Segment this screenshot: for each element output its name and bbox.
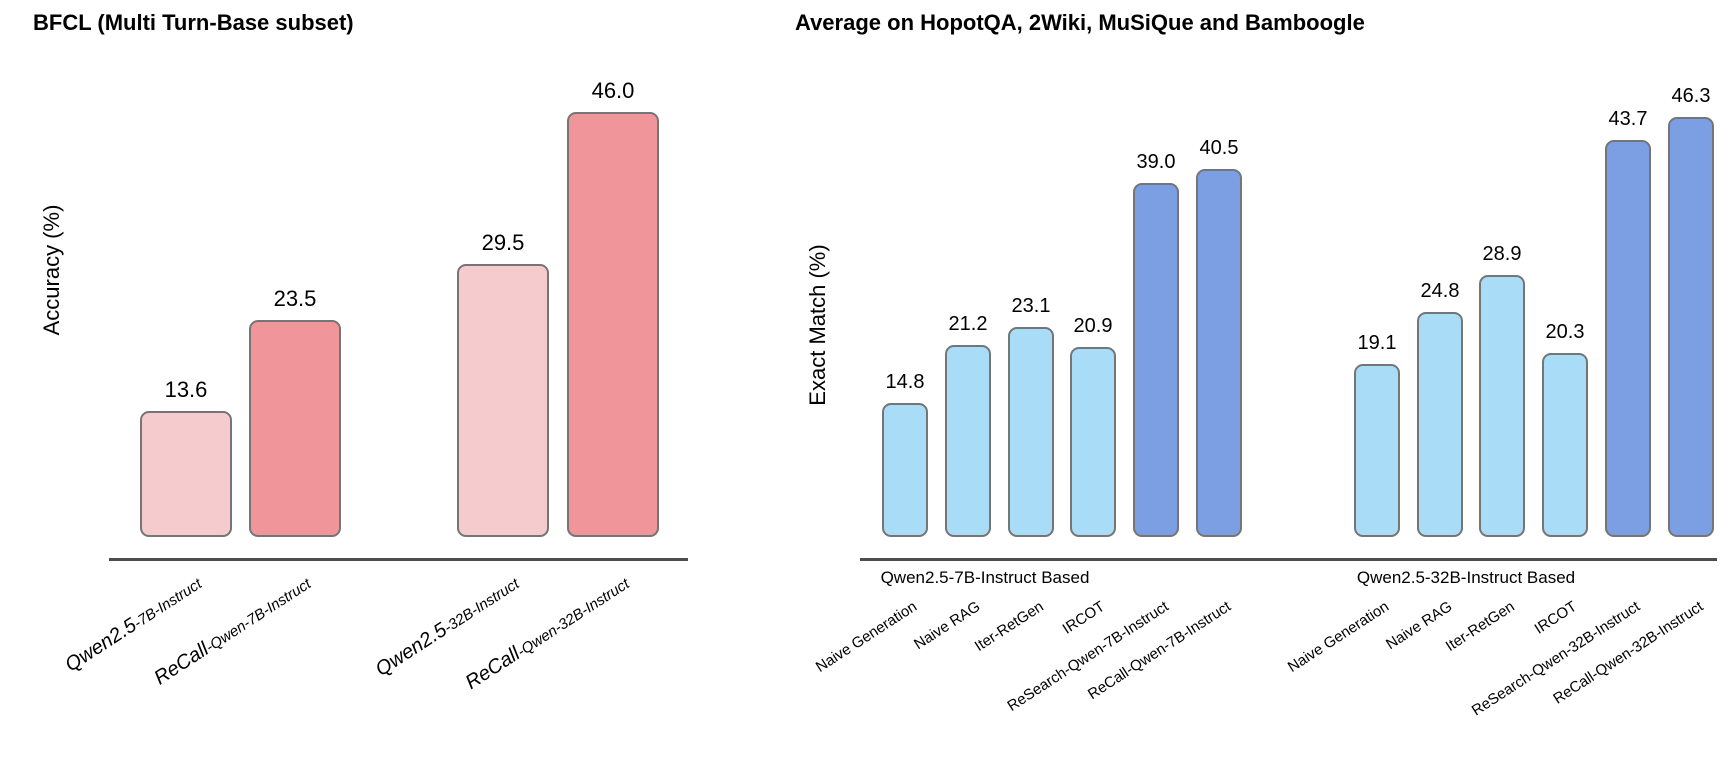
bar-IRCOT (1070, 347, 1116, 537)
tick-model-name: ReCall (461, 642, 524, 694)
bar-IRCOT (1542, 353, 1588, 537)
bar-value-label: 23.5 (273, 286, 317, 311)
x-tick-label: IRCOT (1531, 598, 1581, 638)
group-label: Qwen2.5-7B-Instruct Based (880, 568, 1090, 587)
bar-value-label: 28.9 (1482, 243, 1522, 265)
right-chart-x-axis (860, 558, 1717, 561)
bar-value-label: 24.8 (1420, 280, 1460, 302)
bar-value-label: 46.3 (1671, 85, 1711, 107)
left-chart-x-axis (109, 558, 688, 561)
bar-Iter-RetGen (1008, 327, 1054, 537)
tick-model-name: Qwen2.5 (61, 614, 141, 677)
bar-value-label: 20.3 (1545, 321, 1585, 343)
bar-ReSearch-Qwen-32B-Instruct (1605, 140, 1651, 537)
bar-value-label: 20.9 (1073, 315, 1113, 337)
bar-ReCall-Qwen-32B-Instruct (567, 112, 659, 537)
bar-Naive RAG (945, 345, 991, 537)
bar-value-label: 46.0 (591, 78, 635, 103)
bar-value-label: 29.5 (481, 230, 525, 255)
bar-ReSearch-Qwen-7B-Instruct (1133, 183, 1179, 537)
x-tick-label: Naive Generation (1285, 598, 1393, 676)
left-chart-ylabel: Accuracy (%) (39, 204, 64, 336)
bar-ReCall-Qwen-7B-Instruct (1196, 169, 1242, 537)
bar-value-label: 19.1 (1357, 332, 1397, 354)
bar-value-label: 21.2 (948, 313, 988, 335)
tick-model-suffix: -Qwen-32B-Instruct (514, 575, 633, 661)
bar-value-label: 23.1 (1011, 295, 1051, 317)
bar-value-label: 13.6 (164, 377, 208, 402)
left-chart-title: BFCL (Multi Turn-Base subset) (33, 10, 354, 35)
tick-model-name: Qwen2.5 (371, 618, 451, 681)
bar-Iter-RetGen (1479, 275, 1525, 537)
group-label: Qwen2.5-32B-Instruct Based (1356, 568, 1576, 587)
bar-value-label: 14.8 (885, 371, 925, 393)
tick-model-suffix: -7B-Instruct (131, 575, 206, 632)
right-chart-ylabel: Exact Match (%) (805, 244, 830, 406)
bar-Naive Generation (882, 403, 928, 537)
bar-value-label: 40.5 (1199, 137, 1239, 159)
right-chart-title: Average on HopotQA, 2Wiki, MuSiQue and B… (795, 10, 1365, 35)
bar-ReCall-Qwen-32B-Instruct (1668, 117, 1714, 537)
x-tick-label: Iter-RetGen (1442, 598, 1518, 655)
x-tick-label: Naive Generation (813, 598, 921, 676)
bar-value-label: 39.0 (1136, 151, 1176, 173)
bar-Naive Generation (1354, 364, 1400, 537)
bar-Naive RAG (1417, 312, 1463, 537)
bar-ReCall-Qwen-7B-Instruct (249, 320, 341, 537)
tick-model-name: ReCall (150, 638, 213, 690)
bar-Qwen2.5-32B-Instruct (457, 264, 549, 537)
x-tick-label: Naive RAG (911, 598, 984, 654)
x-tick-label: Iter-RetGen (971, 598, 1047, 655)
bar-value-label: 43.7 (1608, 108, 1648, 130)
tick-model-suffix: -Qwen-7B-Instruct (203, 575, 315, 656)
x-tick-label: IRCOT (1059, 598, 1109, 638)
tick-model-suffix: -32B-Instruct (441, 575, 523, 637)
bar-Qwen2.5-7B-Instruct (140, 411, 232, 537)
